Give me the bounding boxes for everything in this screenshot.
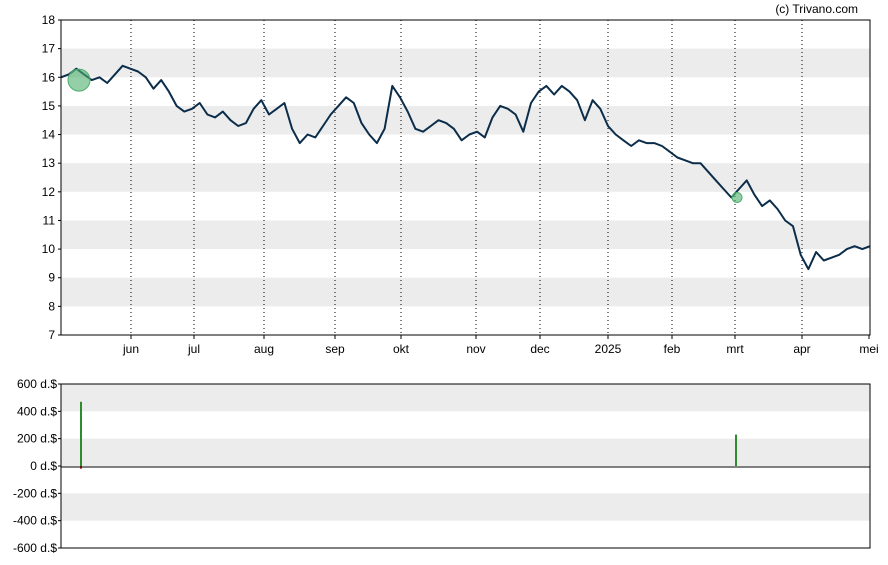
small-marker <box>731 192 743 204</box>
month-tick-label: aug <box>254 342 274 356</box>
price-band <box>61 277 870 307</box>
volume-tick-label: -200 d.$ <box>13 486 57 500</box>
month-tick-label: feb <box>664 342 681 356</box>
price-tick-label: 8 <box>48 299 55 313</box>
credit-label: (c) Trivano.com <box>775 2 858 16</box>
volume-tick-label: -400 d.$ <box>13 514 57 528</box>
price-markers <box>67 68 743 204</box>
price-panel-grid <box>130 20 803 335</box>
month-tick-label: mei <box>859 342 878 356</box>
price-band <box>61 220 870 250</box>
volume-panel-bands <box>61 384 870 521</box>
volume-tick-label: 600 d.$ <box>17 377 57 391</box>
price-panel-frame <box>60 19 871 336</box>
price-tick-label: 11 <box>43 213 56 227</box>
month-tick-label: sep <box>325 342 345 356</box>
volume-y-axis: 600 d.$ 400 d.$ 200 d.$ 0 d.$ -200 d.$ -400 d… <box>13 377 61 555</box>
price-tick-label: 16 <box>42 70 56 84</box>
price-band <box>61 163 870 192</box>
month-tick-label: okt <box>393 342 410 356</box>
price-tick-label: 17 <box>42 42 56 56</box>
volume-band <box>61 493 870 521</box>
price-y-axis: 7 8 9 10 11 12 13 14 15 16 17 18 <box>42 13 61 342</box>
price-tick-label: 10 <box>42 242 56 256</box>
volume-tick-label: -600 d.$ <box>13 541 57 555</box>
price-tick-label: 12 <box>42 185 56 199</box>
price-band <box>61 48 870 78</box>
volume-band <box>61 438 870 466</box>
price-panel-bands <box>61 48 870 307</box>
month-tick-label: nov <box>466 342 485 356</box>
volume-tick-label: 200 d.$ <box>17 432 57 446</box>
price-tick-label: 9 <box>48 271 55 285</box>
volume-tick-label: 0 d.$ <box>30 459 57 473</box>
month-tick-label: apr <box>793 342 810 356</box>
price-tick-label: 7 <box>48 328 55 342</box>
price-tick-label: 15 <box>42 99 56 113</box>
price-tick-label: 14 <box>42 128 56 142</box>
price-tick-label: 13 <box>42 156 56 170</box>
price-tick-label: 18 <box>42 13 56 27</box>
month-tick-label: jul <box>187 342 200 356</box>
month-tick-label: 2025 <box>595 342 622 356</box>
large-marker <box>67 68 91 92</box>
month-tick-label: jun <box>122 342 139 356</box>
x-axis-months: jun jul aug sep okt nov dec 2025 feb mrt apr mei <box>122 335 879 356</box>
month-tick-label: mrt <box>726 342 744 356</box>
volume-band <box>61 384 870 412</box>
volume-tick-label: 400 d.$ <box>17 404 57 418</box>
month-tick-label: dec <box>530 342 549 356</box>
